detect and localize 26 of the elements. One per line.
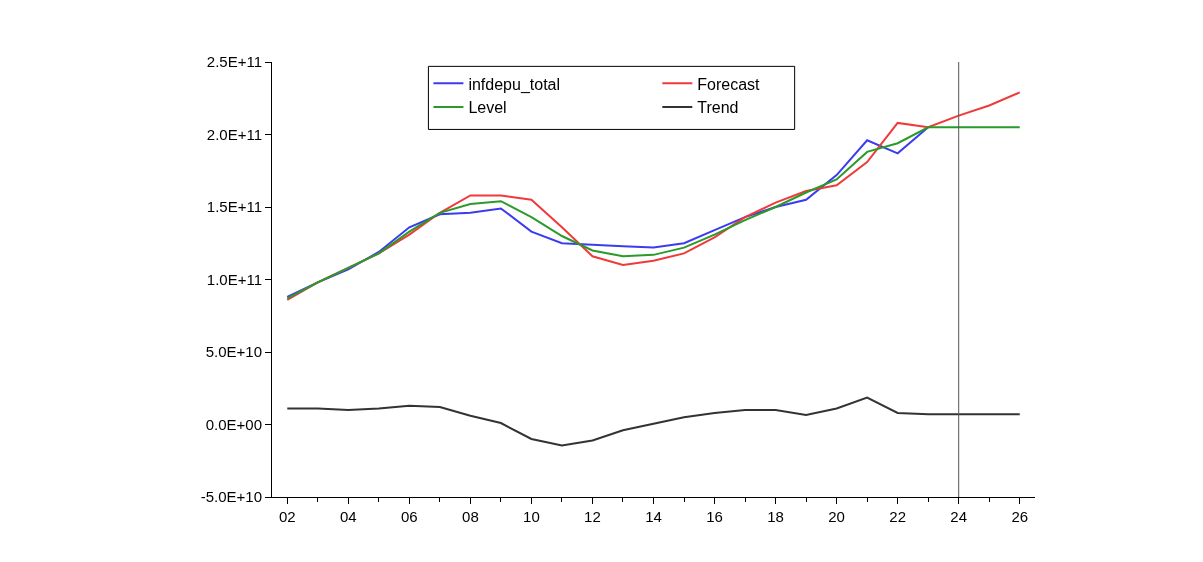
x-tick-label: 18	[767, 508, 784, 525]
line-series	[286, 91, 1021, 301]
y-tick-label: 1.5E+11	[206, 198, 262, 216]
legend-label: Forecast	[697, 75, 761, 93]
y-tick-label: 1.0E+11	[206, 270, 262, 288]
x-tick-label: 04	[339, 508, 357, 525]
y-tick-label: 2.0E+11	[206, 125, 262, 143]
x-tick-label: 24	[950, 508, 968, 525]
x-tick-label: 02	[278, 508, 296, 525]
x-tick-label: 12	[584, 508, 601, 525]
x-tick-label: 08	[462, 508, 479, 525]
x-tick-label: 26	[1011, 508, 1029, 525]
y-tick-label: 5.0E+10	[205, 343, 262, 361]
x-tick-label: 06	[401, 508, 418, 525]
legend-label: Level	[468, 99, 507, 117]
y-tick-label: -5.0E+10	[200, 488, 262, 506]
x-tick-label: 16	[706, 508, 723, 525]
x-tick-label: 22	[889, 508, 906, 525]
line-series	[286, 396, 1021, 447]
legend-label: infdepu_total	[468, 75, 561, 94]
x-tick-label: 20	[828, 508, 845, 525]
y-tick-label: 0.0E+00	[205, 415, 262, 433]
y-tick-label: 2.5E+11	[206, 53, 262, 71]
x-tick-label: 14	[645, 508, 662, 525]
x-tick-label: 10	[523, 508, 540, 525]
legend-label: Trend	[697, 99, 739, 117]
